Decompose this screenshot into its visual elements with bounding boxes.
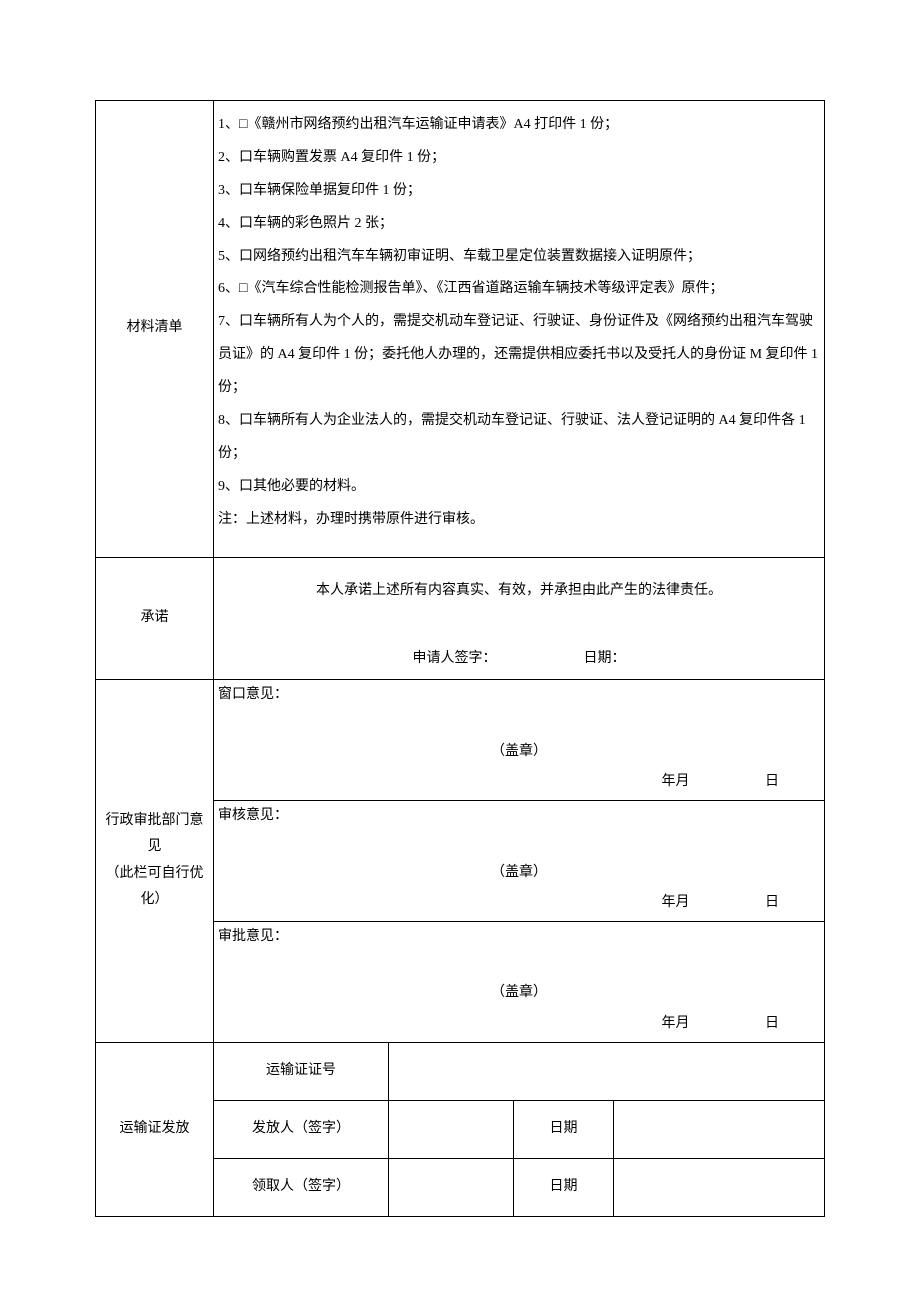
materials-item: 1、□《赣州市网络预约出租汽车运输证申请表》A4 打印件 1 份； <box>218 109 820 142</box>
materials-list-cell: 1、□《赣州市网络预约出租汽车运输证申请表》A4 打印件 1 份； 2、口车辆购… <box>214 101 825 558</box>
form-table: 材料清单 1、□《赣州市网络预约出租汽车运输证申请表》A4 打印件 1 份； 2… <box>95 100 825 1217</box>
promise-date-label: 日期： <box>584 651 626 666</box>
materials-label: 材料清单 <box>96 101 214 558</box>
materials-item: 9、口其他必要的材料。 <box>218 471 820 504</box>
promise-label: 承诺 <box>96 557 214 680</box>
date-d: 日 <box>765 1011 805 1038</box>
materials-note: 注：上述材料，办理时携带原件进行审核。 <box>218 504 820 537</box>
review-opinion-cell: 审核意见： （盖章） 年月 日 <box>214 800 825 921</box>
cert-no-label: 运输证证号 <box>214 1042 389 1100</box>
window-opinion-cell: 窗口意见： （盖章） 年月 日 <box>214 680 825 801</box>
materials-item: 3、口车辆保险单据复印件 1 份； <box>218 175 820 208</box>
promise-text: 本人承诺上述所有内容真实、有效，并承担由此产生的法律责任。 <box>218 576 820 607</box>
approval-opinion-title: 审批意见： <box>218 924 820 951</box>
receive-date-value <box>614 1158 825 1216</box>
stamp-label: （盖章） <box>218 709 820 766</box>
cert-no-value <box>389 1042 825 1100</box>
approval-opinion-cell: 审批意见： （盖章） 年月 日 <box>214 921 825 1042</box>
materials-item: 5、口网络预约出租汽车车辆初审证明、车载卫星定位装置数据接入证明原件； <box>218 241 820 274</box>
materials-item: 2、口车辆购置发票 A4 复印件 1 份； <box>218 142 820 175</box>
date-ym: 年月 <box>662 890 762 917</box>
date-d: 日 <box>765 769 805 796</box>
window-opinion-title: 窗口意见： <box>218 682 820 709</box>
stamp-label: （盖章） <box>218 830 820 887</box>
applicant-sign-label: 申请人签字： <box>413 651 497 666</box>
date-ym: 年月 <box>662 1011 762 1038</box>
issuer-label: 发放人（签字） <box>214 1100 389 1158</box>
issuer-value <box>389 1100 514 1158</box>
issue-date-label: 日期 <box>514 1100 614 1158</box>
issue-section-label: 运输证发放 <box>96 1042 214 1216</box>
table-row: 材料清单 1、□《赣州市网络预约出租汽车运输证申请表》A4 打印件 1 份； 2… <box>96 101 825 558</box>
materials-item: 8、口车辆所有人为企业法人的，需提交机动车登记证、行驶证、法人登记证明的 A4 … <box>218 405 820 471</box>
approval-label-line: 化） <box>102 887 207 914</box>
receive-date-label: 日期 <box>514 1158 614 1216</box>
review-opinion-title: 审核意见： <box>218 803 820 830</box>
receiver-value <box>389 1158 514 1216</box>
materials-item: 6、□《汽车综合性能检测报告单》、《江西省道路运输车辆技术等级评定表》原件； <box>218 273 820 306</box>
receiver-label: 领取人（签字） <box>214 1158 389 1216</box>
table-row: 运输证发放 运输证证号 <box>96 1042 825 1100</box>
date-line: 年月 日 <box>218 1007 820 1040</box>
table-row: 行政审批部门意见 （此栏可自行优 化） 窗口意见： （盖章） 年月 日 <box>96 680 825 801</box>
stamp-label: （盖章） <box>218 950 820 1007</box>
issue-date-value <box>614 1100 825 1158</box>
materials-item: 4、口车辆的彩色照片 2 张； <box>218 208 820 241</box>
promise-cell: 本人承诺上述所有内容真实、有效，并承担由此产生的法律责任。 申请人签字： 日期： <box>214 557 825 680</box>
date-line: 年月 日 <box>218 765 820 798</box>
date-d: 日 <box>765 890 805 917</box>
approval-label: 行政审批部门意见 （此栏可自行优 化） <box>96 680 214 1042</box>
approval-label-line: （此栏可自行优 <box>102 861 207 888</box>
date-line: 年月 日 <box>218 886 820 919</box>
approval-label-line: 行政审批部门意见 <box>102 808 207 861</box>
promise-sign-line: 申请人签字： 日期： <box>218 606 820 675</box>
table-row: 承诺 本人承诺上述所有内容真实、有效，并承担由此产生的法律责任。 申请人签字： … <box>96 557 825 680</box>
date-ym: 年月 <box>662 769 762 796</box>
materials-item: 7、口车辆所有人为个人的，需提交机动车登记证、行驶证、身份证件及《网络预约出租汽… <box>218 306 820 405</box>
